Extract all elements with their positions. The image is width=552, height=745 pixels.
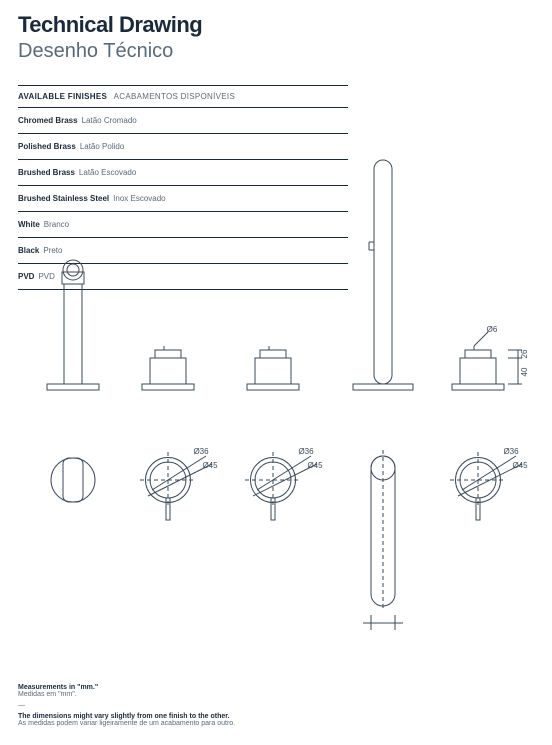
footer-notes: Measurements in "mm." Medidas em "mm". —… <box>18 684 534 727</box>
finish-row: Chromed Brass Latão Cromado <box>18 108 348 134</box>
footer-measure-en: Measurements in "mm." <box>18 684 534 691</box>
page-title: Technical Drawing Desenho Técnico <box>18 12 534 63</box>
svg-text:Ø36: Ø36 <box>193 447 209 456</box>
footer-measure-pt: Medidas em "mm". <box>18 691 534 698</box>
finishes-header-pt: ACABAMENTOS DISPONÍVEIS <box>114 92 235 101</box>
svg-text:Ø36: Ø36 <box>298 447 314 456</box>
title-pt: Desenho Técnico <box>18 40 534 63</box>
title-en: Technical Drawing <box>18 12 534 38</box>
finishes-header-en: AVAILABLE FINISHES <box>18 92 107 101</box>
finish-pt: Latão Cromado <box>82 116 137 125</box>
svg-text:Ø6: Ø6 <box>487 325 498 334</box>
svg-text:Ø45: Ø45 <box>307 461 323 470</box>
svg-text:26: 26 <box>520 349 529 358</box>
technical-drawings: 40 26 Ø6 Ø36 Ø45 Ø36 Ø45 Ø36 Ø45 Ø24 <box>18 150 534 630</box>
footer-var-pt: As medidas podem variar ligeiramente de … <box>18 720 534 727</box>
svg-text:Ø24: Ø24 <box>375 629 391 630</box>
svg-text:Ø45: Ø45 <box>512 461 528 470</box>
footer-separator: — <box>18 702 534 709</box>
finishes-header: AVAILABLE FINISHES ACABAMENTOS DISPONÍVE… <box>18 85 348 108</box>
finish-en: Chromed Brass <box>18 116 78 125</box>
svg-text:40: 40 <box>520 367 529 376</box>
svg-text:Ø36: Ø36 <box>503 447 519 456</box>
footer-var-en: The dimensions might vary slightly from … <box>18 713 534 720</box>
svg-text:Ø45: Ø45 <box>202 461 218 470</box>
